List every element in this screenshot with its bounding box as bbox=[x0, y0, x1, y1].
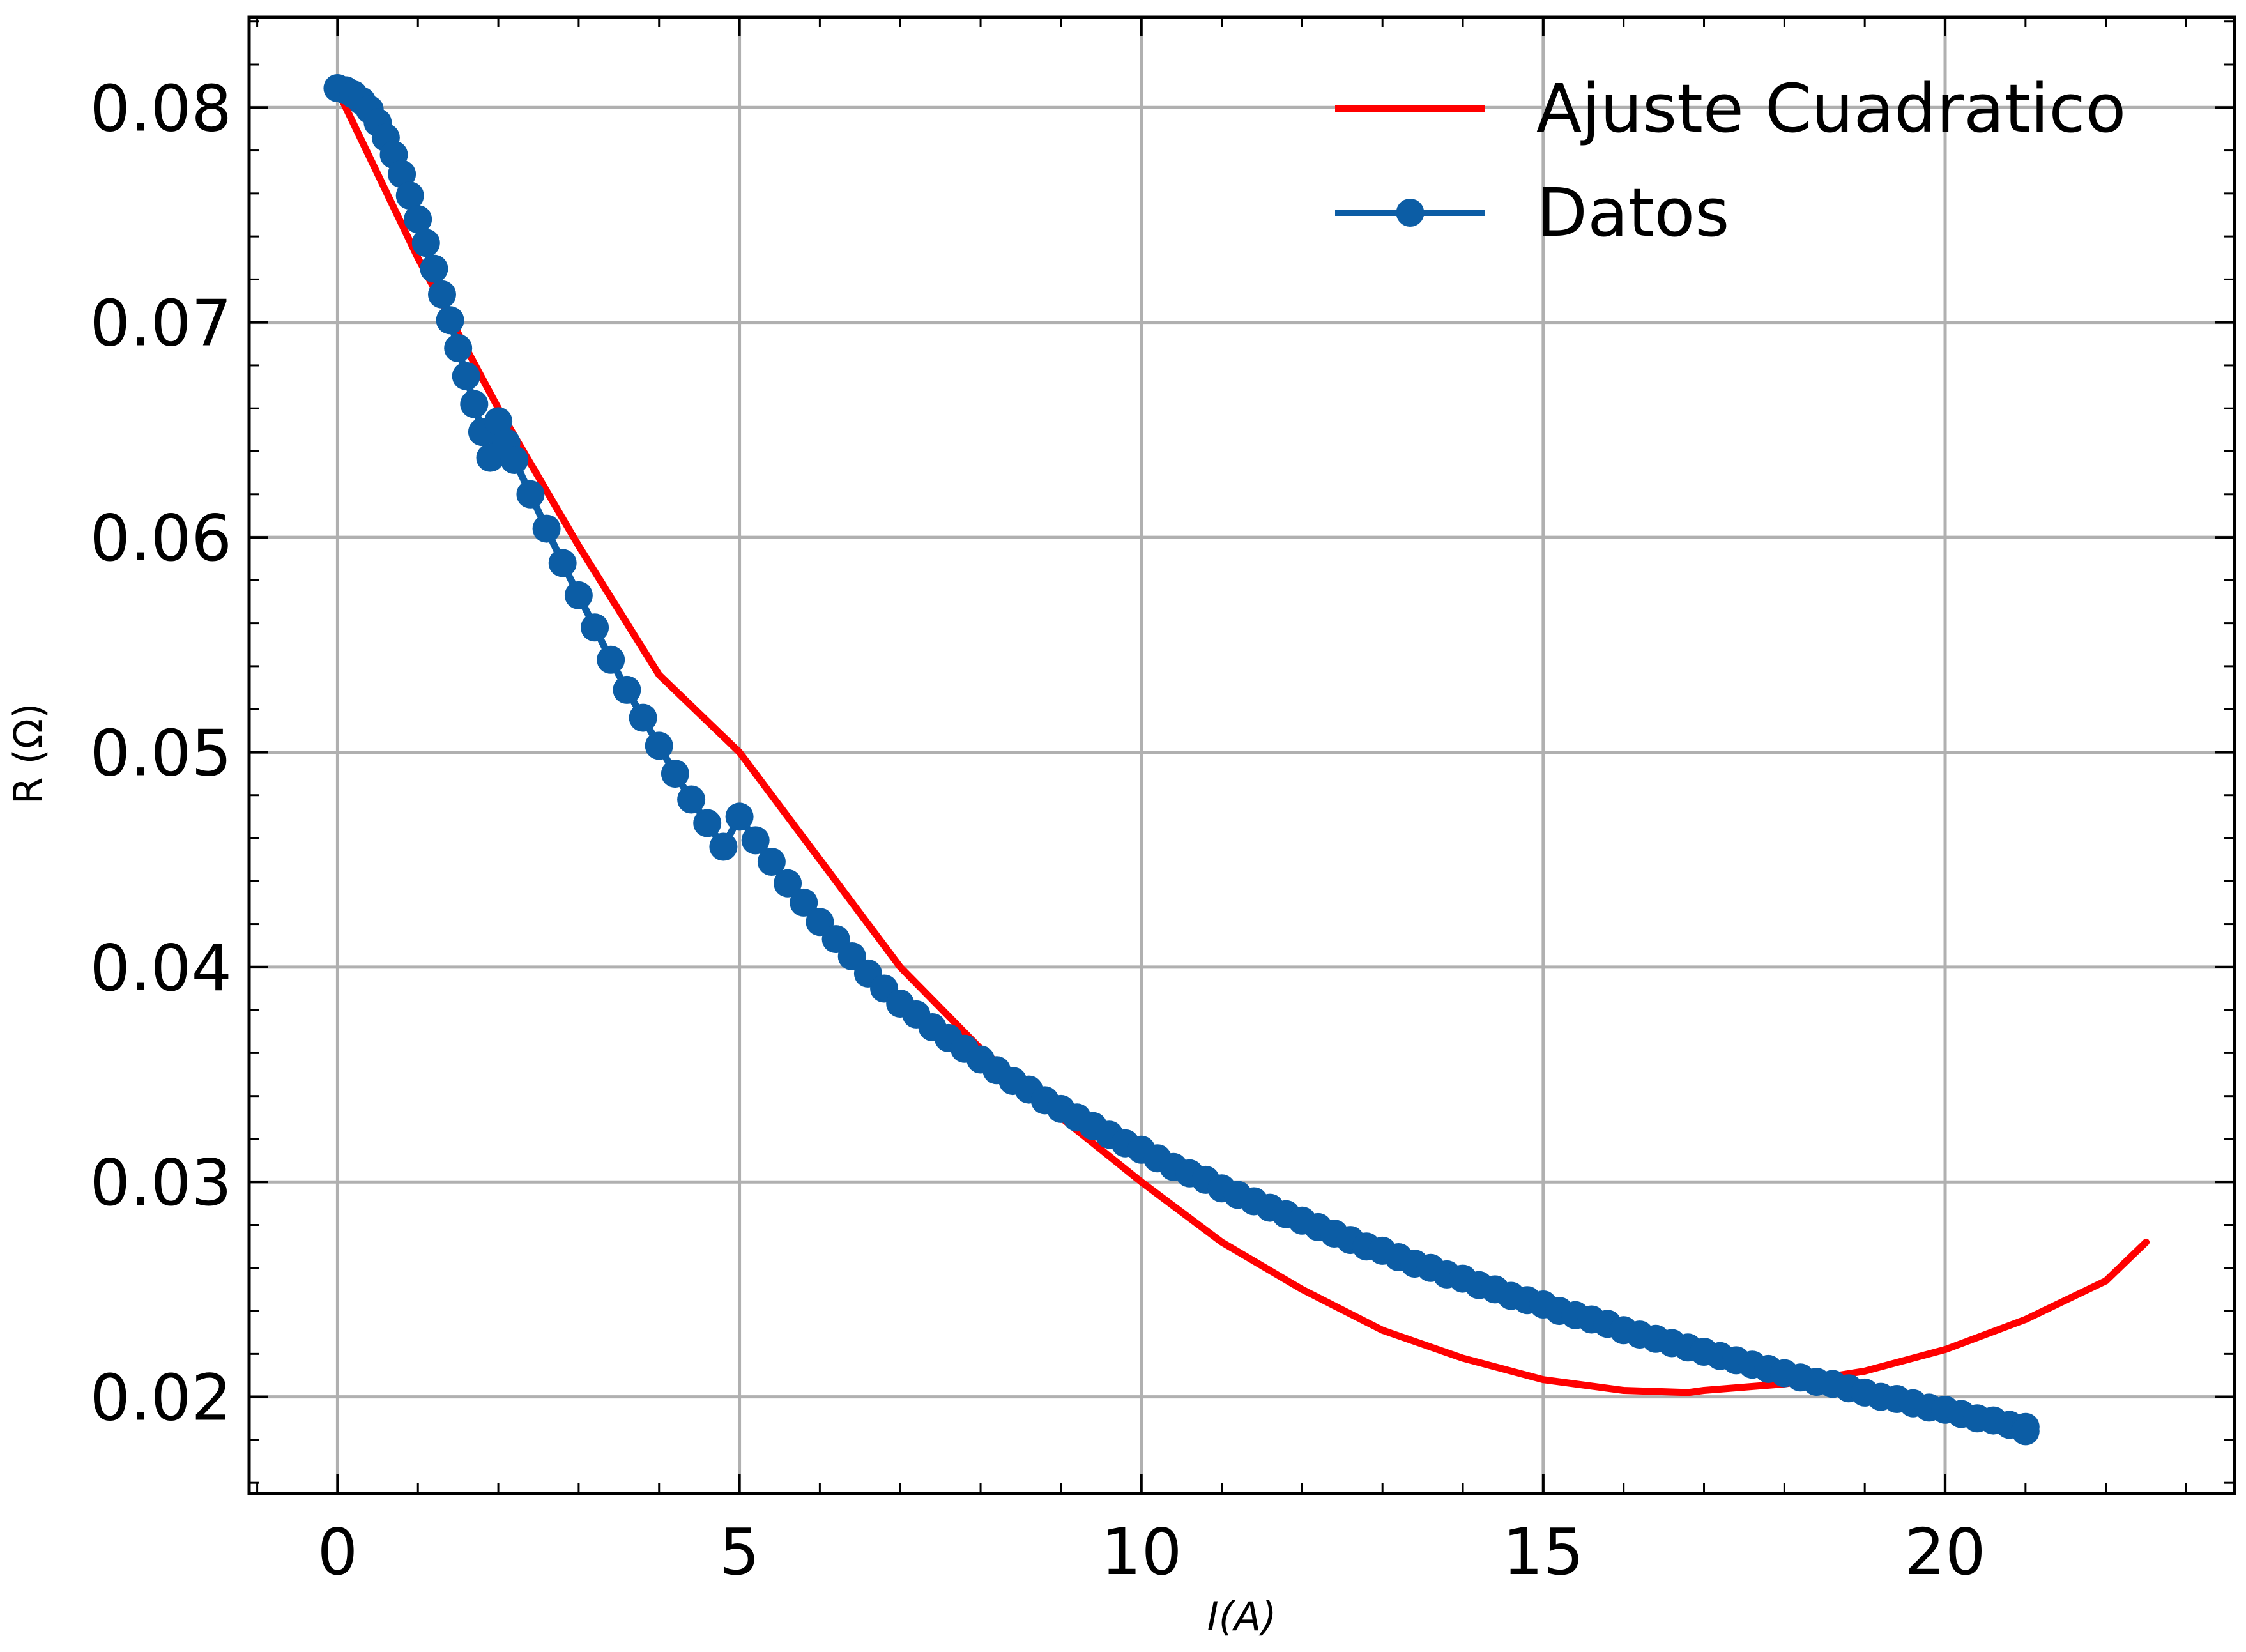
y-tick-label: 0.03 bbox=[89, 1145, 232, 1220]
data-point bbox=[436, 306, 464, 335]
x-tick-label: 15 bbox=[1502, 1515, 1584, 1589]
data-point bbox=[548, 549, 577, 577]
x-tick-label: 10 bbox=[1101, 1515, 1182, 1589]
data-point bbox=[444, 334, 473, 362]
data-point bbox=[420, 254, 448, 283]
y-tick-label: 0.05 bbox=[89, 715, 232, 790]
y-tick-label: 0.06 bbox=[89, 501, 232, 576]
legend-label-datos: Datos bbox=[1536, 174, 1729, 252]
data-point bbox=[532, 514, 561, 543]
data-point bbox=[757, 848, 786, 876]
data-point bbox=[460, 390, 489, 418]
y-tick-label: 0.08 bbox=[89, 71, 232, 146]
data-point bbox=[597, 645, 625, 674]
data-point bbox=[395, 181, 424, 210]
data-point bbox=[404, 205, 432, 234]
data-point bbox=[581, 613, 609, 642]
series-layer bbox=[323, 74, 2150, 1446]
y-tick-label: 0.07 bbox=[89, 286, 232, 361]
x-tick-label: 5 bbox=[719, 1515, 760, 1589]
series-line-ajuste-cuadratico bbox=[333, 86, 2150, 1396]
data-point bbox=[629, 703, 657, 732]
data-point bbox=[2011, 1417, 2040, 1446]
x-tick-label: 0 bbox=[317, 1515, 358, 1589]
data-point bbox=[484, 407, 513, 436]
data-point bbox=[725, 802, 754, 831]
legend-label-ajuste-cuadratico: Ajuste Cuadratico bbox=[1536, 70, 2126, 148]
data-point bbox=[693, 809, 722, 837]
data-point bbox=[741, 826, 770, 855]
plot-frame bbox=[247, 15, 2236, 1495]
data-point bbox=[428, 280, 456, 309]
data-point bbox=[613, 675, 641, 704]
data-point bbox=[388, 160, 416, 188]
data-point bbox=[661, 760, 689, 788]
x-axis-label: I(A) bbox=[1207, 1593, 1276, 1640]
data-point bbox=[516, 480, 545, 509]
legend: Ajuste Cuadratico Datos bbox=[1335, 70, 2126, 252]
tick-labels: 0 5 10 15 20 0.02 0.03 0.04 0.05 0.06 0.07 0.08 bbox=[89, 71, 1985, 1589]
y-axis-label: R (Ω) bbox=[5, 703, 52, 805]
data-point bbox=[500, 446, 529, 474]
y-tick-label: 0.02 bbox=[89, 1361, 232, 1435]
x-tick-label: 20 bbox=[1904, 1515, 1985, 1589]
data-point bbox=[564, 581, 593, 609]
data-point bbox=[677, 785, 706, 814]
data-point bbox=[774, 869, 802, 898]
data-point bbox=[411, 229, 440, 257]
ticks bbox=[249, 17, 2235, 1494]
data-point bbox=[709, 832, 738, 861]
data-point bbox=[790, 888, 818, 917]
legend-marker-datos bbox=[1396, 199, 1425, 227]
y-tick-label: 0.04 bbox=[89, 931, 232, 1006]
data-point bbox=[645, 731, 673, 760]
data-point bbox=[452, 362, 480, 390]
